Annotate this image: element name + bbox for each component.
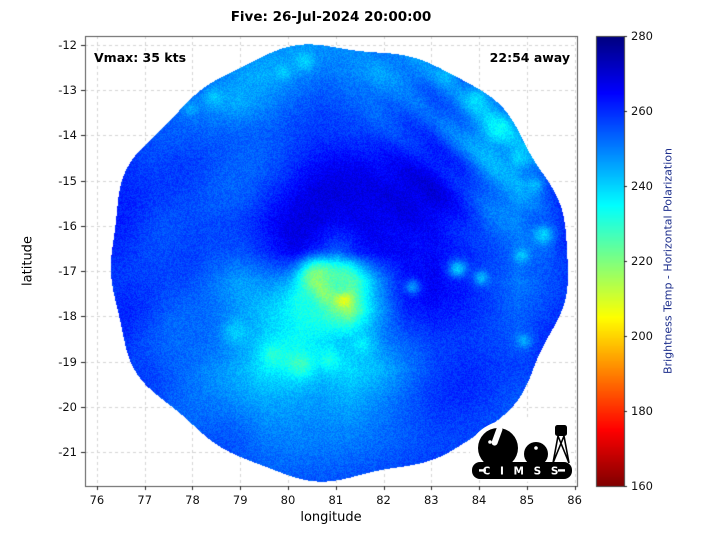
colorbar-tick-label: 160 [631,479,653,493]
logo-band [472,462,572,479]
y-tick-label: -12 [58,38,77,53]
dome-slit-icon [491,426,503,446]
y-axis-label: latitude [20,236,36,286]
dome-dot-icon [534,446,538,450]
x-tick-label: 78 [185,493,200,507]
x-tick-label: 76 [89,493,105,507]
logo-dash [479,469,486,472]
water-tower-tank-icon [555,425,567,436]
logo-text: C I M S S [483,466,562,478]
dome-dot-icon [488,440,492,444]
colorbar-tick-label: 220 [631,254,653,268]
y-tick-label: -16 [58,218,77,233]
x-tick-label: 85 [519,493,535,507]
y-tick-label: -20 [58,399,77,414]
colorbar-tick-label: 280 [631,29,653,43]
x-tick-label: 82 [376,493,391,507]
colorbar-tick-label: 240 [631,179,653,193]
water-tower-legs-icon [552,435,570,464]
logo-dash [558,469,565,472]
vmax-annotation: Vmax: 35 kts [94,50,187,65]
colorbar-tick-label: 260 [631,104,653,118]
y-tick-label: -21 [58,445,77,460]
y-tick-label: -19 [58,354,77,369]
y-tick-label: -14 [58,128,77,143]
x-tick-label: 86 [567,493,582,507]
y-tick-label: -18 [58,309,77,324]
x-tick-label: 80 [280,493,296,507]
x-axis-label: longitude [300,510,362,525]
colorbar-label: Brightness Temp - Horizontal Polarizatio… [661,148,675,374]
y-tick-label: -17 [58,264,77,279]
x-tick-label: 84 [471,493,487,507]
x-tick-label: 83 [423,493,439,507]
plot-title: Five: 26-Jul-2024 20:00:00 [230,9,432,25]
colorbar-tick-label: 200 [631,329,653,343]
time-away-annotation: 22:54 away [489,50,570,65]
colorbar-tick-label: 180 [631,404,653,418]
x-tick-label: 77 [137,493,153,507]
x-tick-label: 79 [232,493,248,507]
y-tick-label: -13 [58,83,77,98]
observatory-dome-small-icon [524,442,548,466]
cimss-logo: C I M S S [470,418,572,482]
observatory-dome-large-icon [478,428,518,468]
x-tick-label: 81 [328,493,344,507]
y-tick-label: -15 [58,173,77,188]
